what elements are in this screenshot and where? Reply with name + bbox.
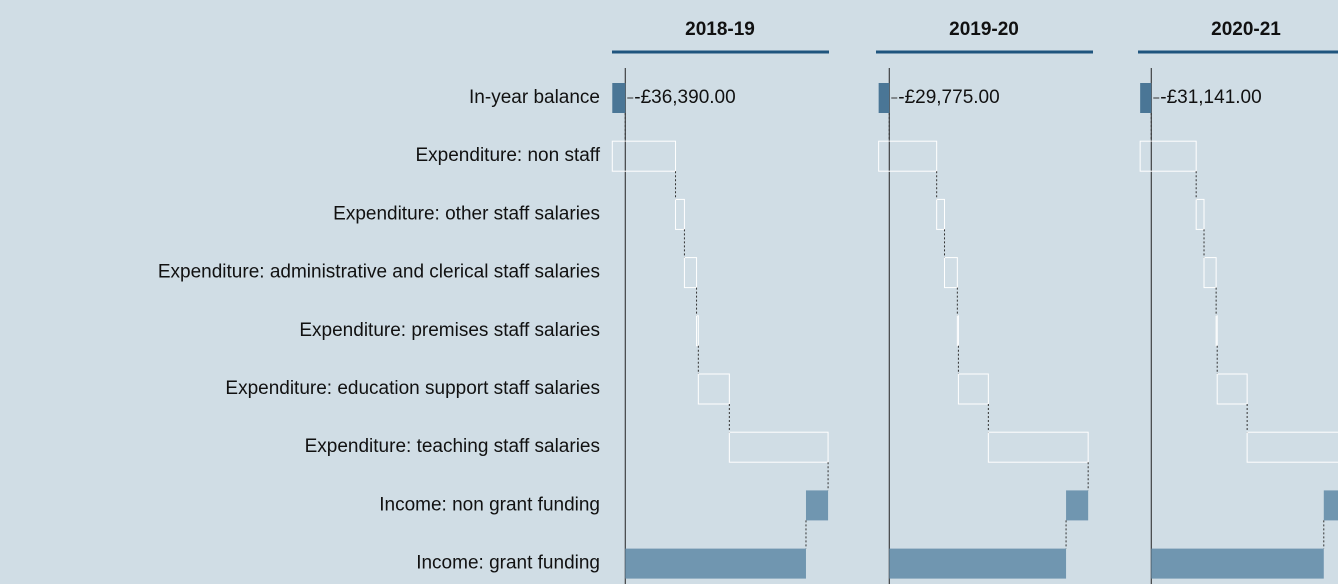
row-label: Expenditure: teaching staff salaries (305, 436, 600, 457)
row-label: Expenditure: non staff (416, 145, 601, 166)
bar (675, 198, 685, 230)
bar (957, 373, 989, 405)
bar (696, 315, 699, 347)
bar (987, 431, 1089, 463)
value-label: -£36,390.00 (634, 87, 735, 108)
bar (1139, 140, 1197, 172)
row-label: Expenditure: other staff salaries (333, 203, 600, 224)
bar (1215, 315, 1218, 347)
row-label: In-year balance (469, 87, 600, 108)
row-label: Income: grant funding (416, 553, 600, 574)
row-label: Expenditure: premises staff salaries (299, 320, 600, 341)
bar (1323, 490, 1338, 521)
row-label: Expenditure: administrative and clerical… (158, 262, 600, 283)
bar (612, 83, 626, 113)
bar (1140, 83, 1152, 113)
bar (683, 257, 698, 289)
bar (697, 373, 730, 405)
value-label: -£31,141.00 (1160, 87, 1261, 108)
bar (625, 548, 806, 579)
bar (878, 83, 890, 113)
bar (728, 431, 829, 463)
bar (611, 140, 677, 172)
value-label: -£29,775.00 (898, 87, 999, 108)
bar (1246, 431, 1338, 463)
bar (1195, 198, 1205, 230)
bar (1203, 257, 1217, 289)
row-label: Income: non grant funding (379, 494, 600, 515)
column-header: 2019-20 (949, 19, 1019, 40)
bar (1066, 490, 1089, 521)
bar (1216, 373, 1248, 405)
bar (956, 315, 959, 347)
bar (805, 490, 829, 521)
bar (889, 548, 1067, 579)
column-header: 2018-19 (685, 19, 755, 40)
bar (878, 140, 938, 172)
bar (1151, 548, 1324, 579)
bar (944, 257, 958, 289)
column-header: 2020-21 (1211, 19, 1281, 40)
row-label: Expenditure: education support staff sal… (225, 378, 600, 399)
bar (936, 198, 946, 230)
